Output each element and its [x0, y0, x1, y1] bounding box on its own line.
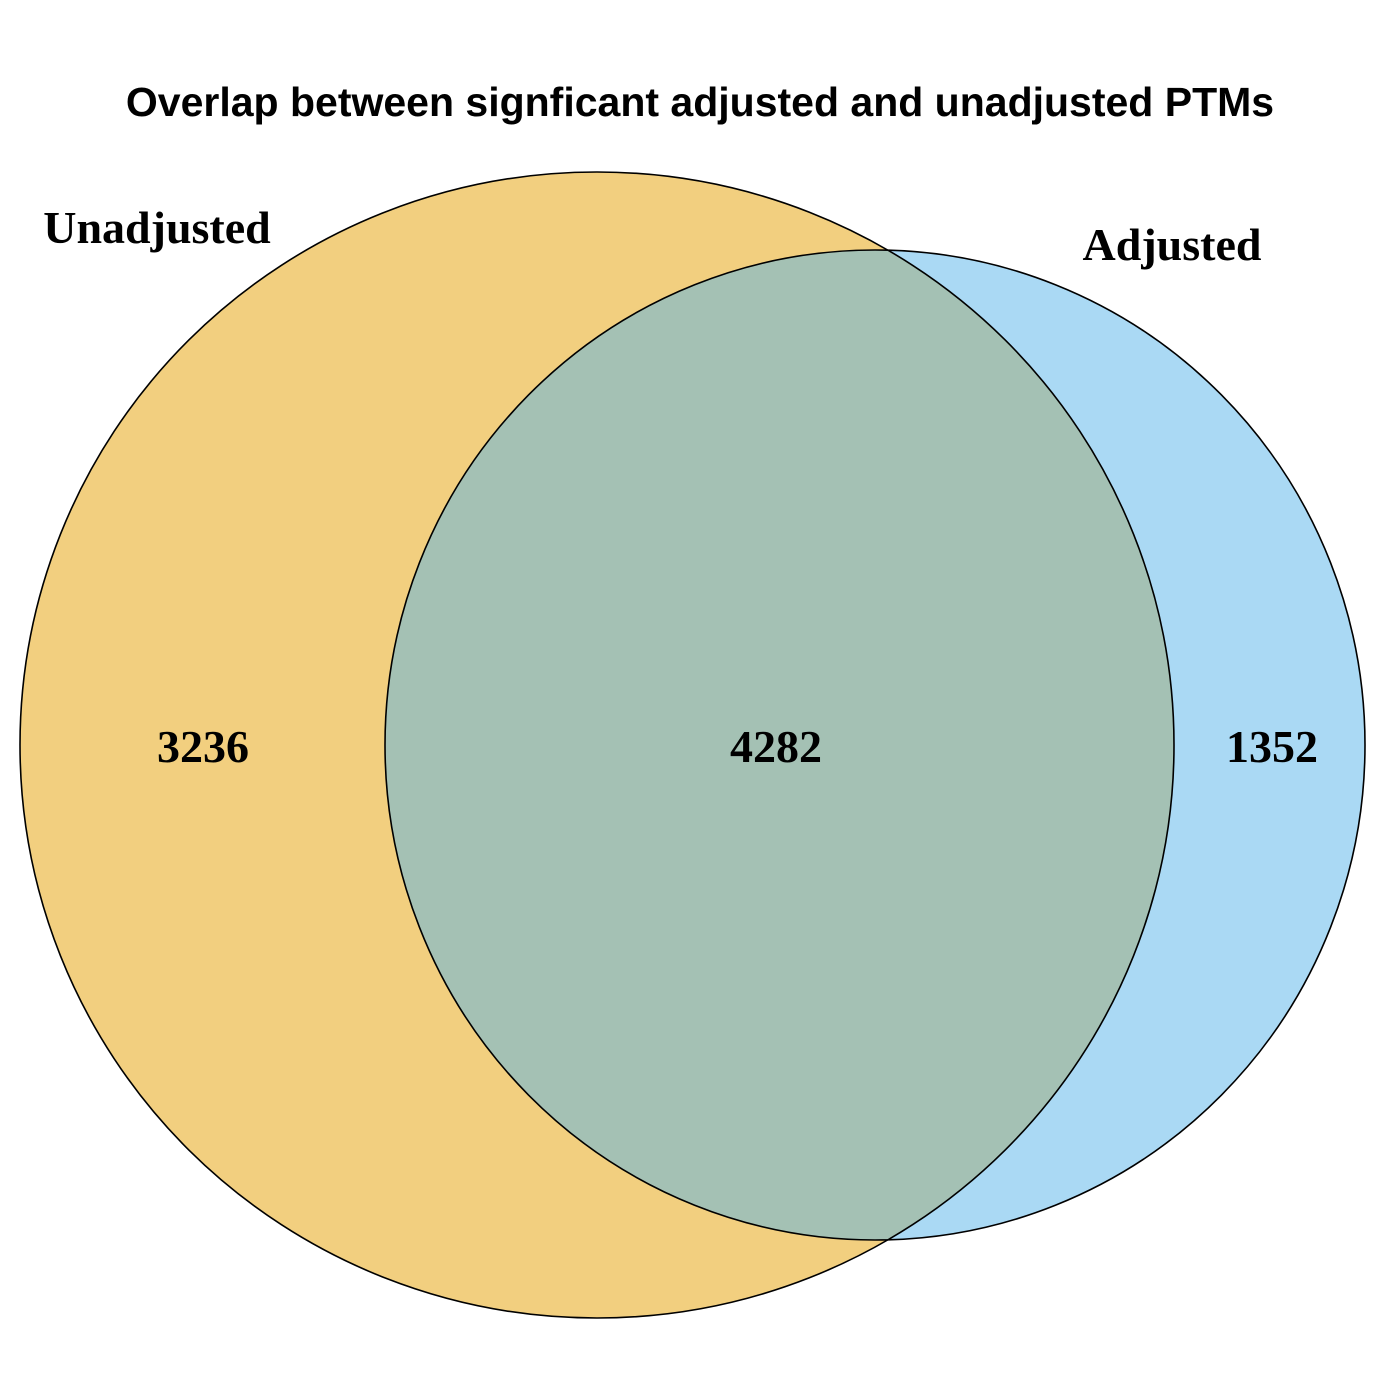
unadjusted-set-label: Unadjusted: [43, 202, 271, 253]
adjusted-only-count: 1352: [1226, 721, 1318, 772]
unadjusted-circle-outline: [19, 171, 1175, 1319]
adjusted-set-label: Adjusted: [1083, 219, 1262, 270]
diagram-title: Overlap between signficant adjusted and …: [126, 79, 1274, 125]
unadjusted-only-count: 3236: [157, 721, 249, 772]
adjusted-circle-outline: [384, 249, 1366, 1241]
intersection-count: 4282: [730, 721, 822, 772]
adjusted-circle: [385, 250, 1365, 1240]
